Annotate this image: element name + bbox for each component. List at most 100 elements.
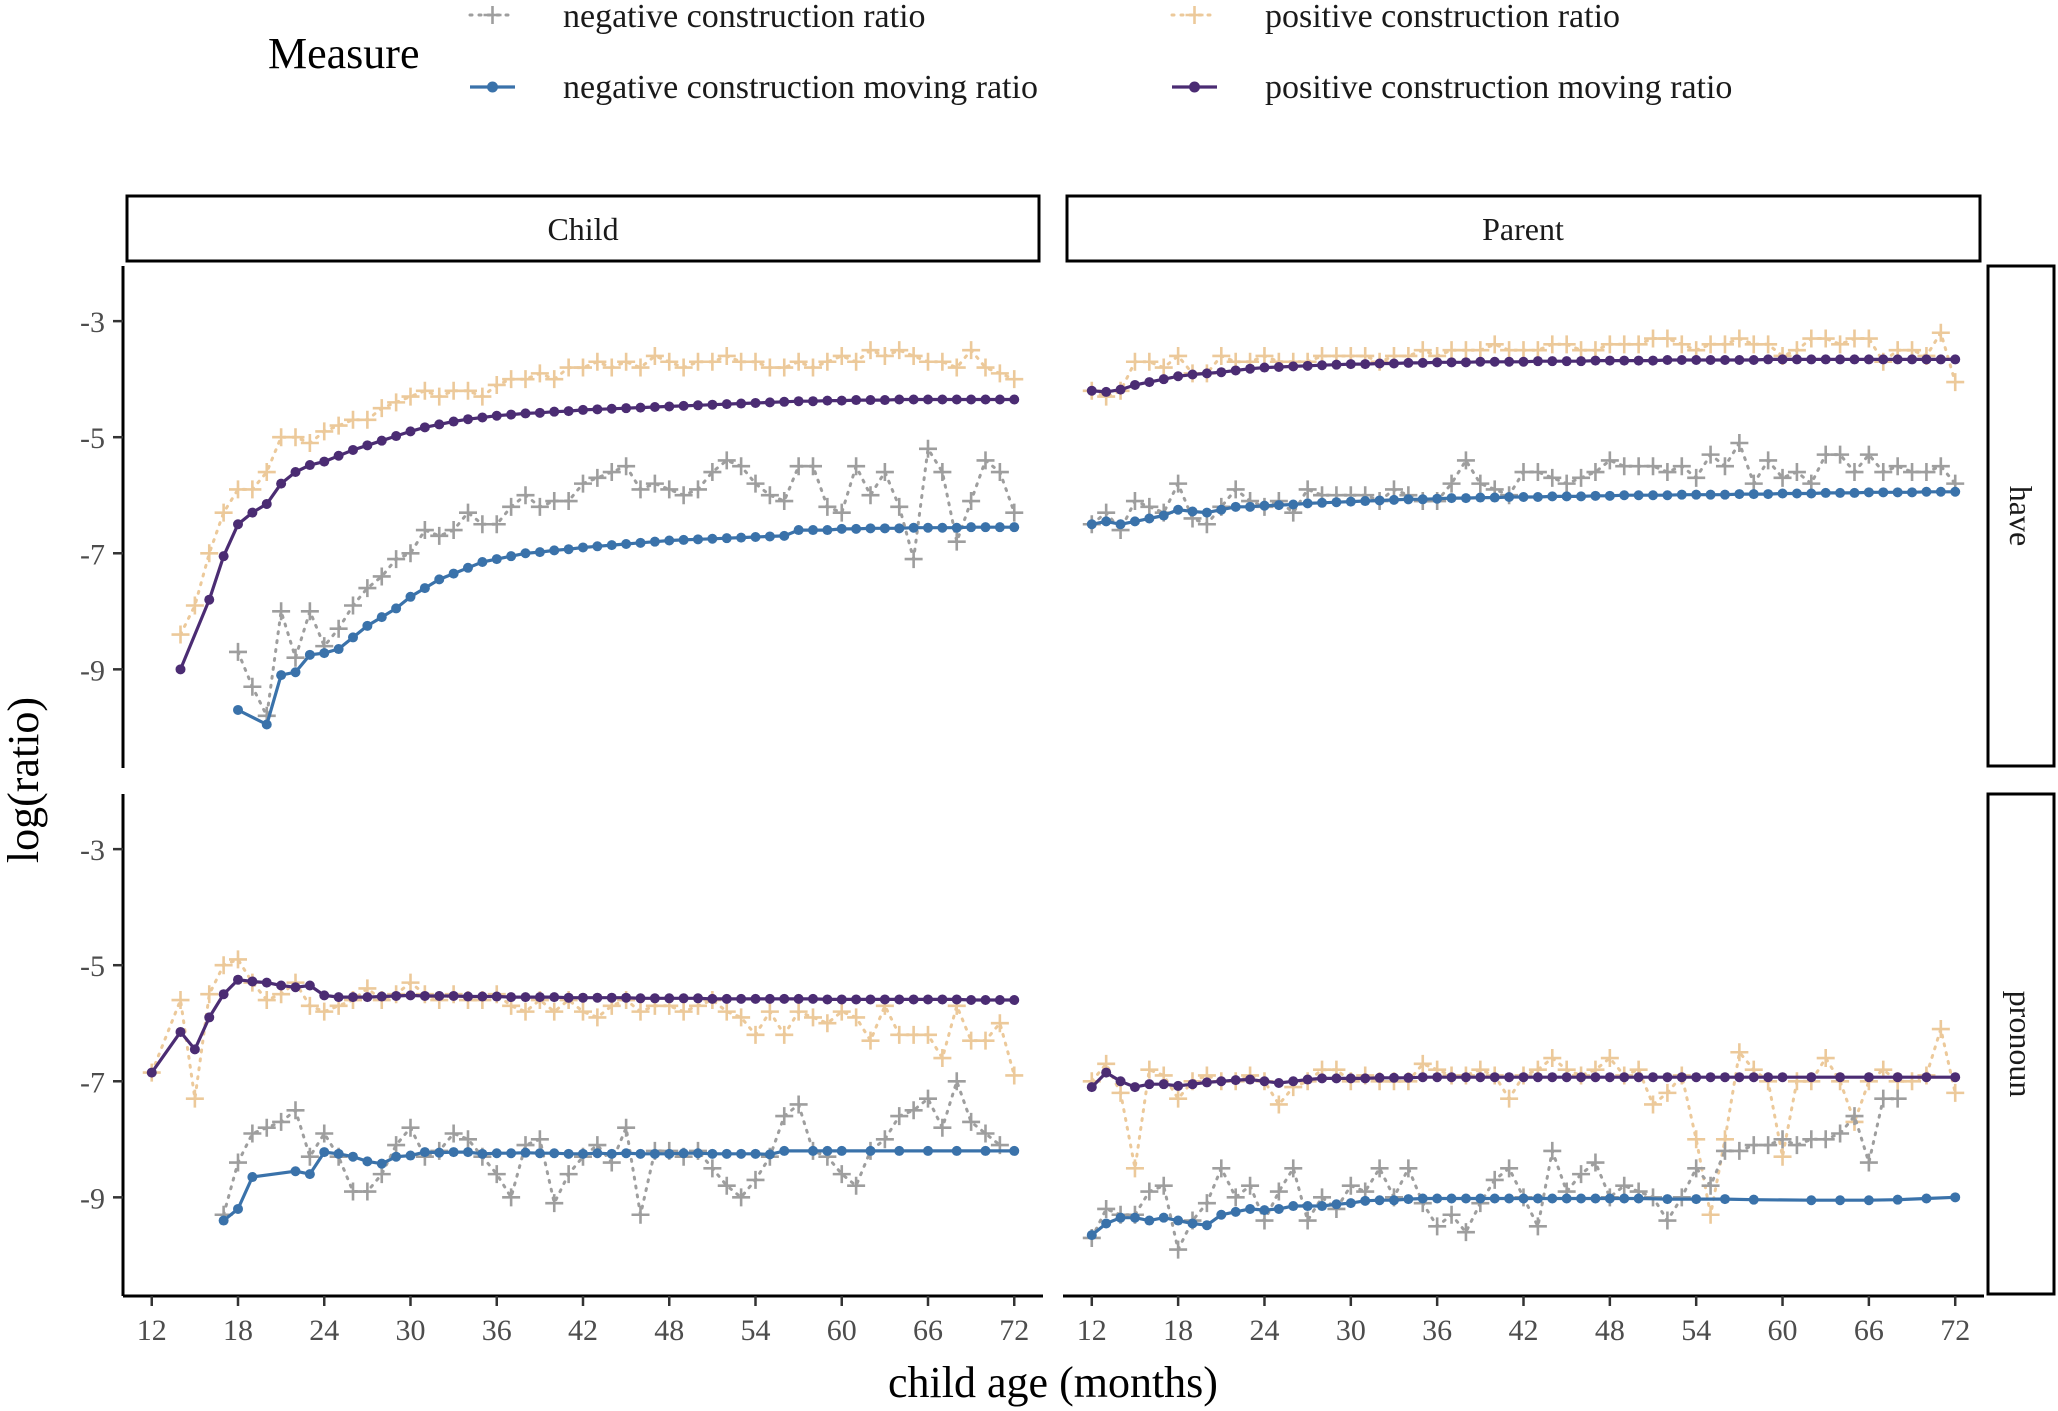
data-point [534,407,545,418]
data-point [1701,1176,1720,1195]
data-point [804,457,822,476]
data-point [588,352,607,371]
data-point [1317,497,1328,508]
data-point [1245,1203,1256,1214]
data-point [707,993,718,1004]
x-tick-label: 42 [1509,1314,1539,1347]
data-point [1604,1072,1615,1083]
data-point [1009,1145,1020,1156]
data-point [1820,487,1831,498]
data-point [419,583,430,594]
data-point [1532,1193,1543,1204]
data-point [822,994,833,1005]
data-point [966,394,977,405]
data-point [1417,1072,1428,1083]
data-point [588,1008,607,1027]
data-point [1547,356,1558,367]
data-point [502,497,521,516]
data-point [890,1107,909,1126]
data-point [962,492,981,511]
data-point [574,358,592,377]
data-point [990,463,1009,482]
data-point [444,521,463,540]
data-point [1619,355,1630,366]
data-point [1532,491,1543,502]
data-point [247,1172,258,1183]
x-tick-label: 18 [223,1314,253,1347]
data-point [1273,500,1284,511]
data-point [362,992,373,1003]
data-point [1269,1182,1288,1201]
data-point [1806,354,1817,365]
data-point [272,1112,291,1131]
data-point [520,992,531,1003]
data-point [1360,1073,1371,1084]
data-point [200,985,219,1004]
data-point [1576,356,1587,367]
data-point [1504,491,1515,502]
data-point [1456,1223,1475,1242]
data-point [1586,463,1605,482]
data-point [387,1136,406,1155]
data-point [923,522,933,533]
data-point [1086,519,1097,530]
data-point [214,956,233,975]
data-point [1442,474,1461,493]
data-point [1719,1194,1730,1205]
data-point [1269,1095,1288,1114]
data-point [1086,1230,1097,1241]
data-point [1672,335,1691,354]
data-point [530,1130,549,1149]
data-point [1154,1176,1173,1195]
x-tick-label: 36 [482,1314,512,1347]
data-point [563,992,574,1003]
data-point [1763,1072,1774,1083]
data-point [1878,487,1889,498]
x-tick-label: 66 [913,1314,943,1347]
data-point [592,541,603,552]
x-tick-label: 42 [568,1314,598,1347]
data-point [1317,360,1328,371]
data-point [1759,451,1778,470]
data-point [1773,1147,1792,1166]
data-point [1662,355,1673,366]
data-point [1759,335,1778,354]
data-point [434,574,445,585]
data-point [358,1182,377,1201]
data-point [693,1148,703,1159]
data-point [362,1156,373,1167]
data-point [348,992,358,1003]
data-point [1413,1054,1432,1073]
data-point [530,497,549,516]
data-point [463,1147,473,1158]
data-point [419,1147,430,1158]
data-point [621,538,632,549]
data-point [448,568,459,579]
data-point [1169,346,1188,365]
data-point [674,486,693,505]
data-point [890,497,909,516]
data-point [1892,1072,1903,1083]
data-point [276,980,287,991]
data-point [980,522,991,533]
series-neg-ratio [229,439,1024,725]
data-point [1140,352,1159,371]
data-point [736,993,747,1004]
data-point [1604,490,1615,501]
x-tick-label: 12 [137,1314,167,1347]
data-point [904,1101,923,1120]
data-point [1557,474,1576,493]
data-point [1158,1212,1169,1223]
data-point [1946,1083,1965,1102]
data-point [1907,487,1918,498]
data-point [1201,507,1212,518]
data-point [463,414,473,425]
data-point [1950,486,1961,497]
data-point [516,486,535,505]
data-point [1302,498,1313,509]
data-point [1230,1206,1241,1217]
data-point [1547,1072,1558,1083]
data-point [1748,489,1759,500]
data-point [1931,1020,1950,1039]
data-point [1730,1043,1749,1062]
